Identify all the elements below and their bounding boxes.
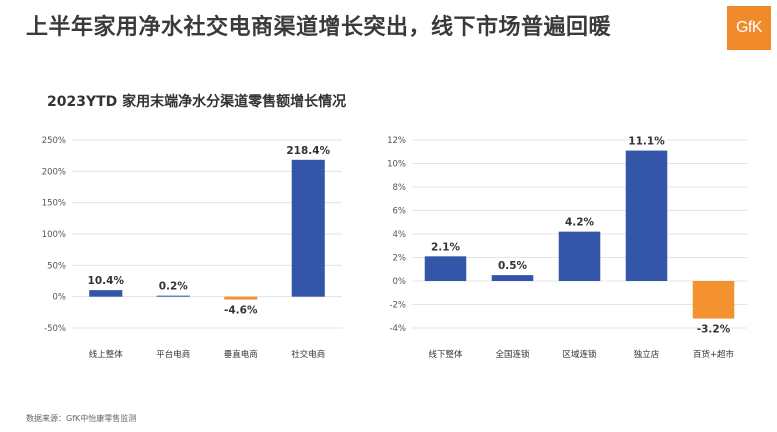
bar <box>224 296 258 300</box>
bar <box>558 231 601 281</box>
bar <box>692 281 735 319</box>
x-category-label: 社交电商 <box>291 349 325 360</box>
gfk-logo: GfK <box>727 6 771 50</box>
y-tick-label: 8% <box>393 183 407 193</box>
bar <box>156 295 190 297</box>
x-category-label: 平台电商 <box>156 349 190 360</box>
y-tick-label: -2% <box>389 301 406 311</box>
data-label: 4.2% <box>565 217 595 229</box>
y-tick-label: 0% <box>53 293 67 303</box>
data-label: 10.4% <box>88 275 125 287</box>
data-label: -4.6% <box>224 305 258 317</box>
data-label: 2.1% <box>431 241 461 253</box>
chart-subtitle: 2023YTD 家用末端净水分渠道零售额增长情况 <box>47 94 347 110</box>
y-tick-label: 250% <box>42 136 66 146</box>
x-category-label: 线下整体 <box>428 349 463 360</box>
x-category-label: 全国连锁 <box>495 349 530 360</box>
y-tick-label: -4% <box>389 324 406 334</box>
y-tick-label: 12% <box>387 136 406 146</box>
data-label: 11.1% <box>628 136 665 148</box>
data-label: 0.2% <box>159 281 189 293</box>
x-category-label: 独立店 <box>634 349 660 360</box>
data-source-note: 数据来源：GfK中怡康零售监测 <box>26 414 137 423</box>
data-label: 0.5% <box>498 260 528 272</box>
y-tick-label: 100% <box>42 230 66 240</box>
x-category-label: 线上整体 <box>89 349 124 360</box>
x-category-label: 垂直电商 <box>224 349 258 360</box>
data-label: -3.2% <box>697 324 731 336</box>
x-category-label: 区域连锁 <box>562 349 597 360</box>
x-category-label: 百货+超市 <box>693 349 735 360</box>
y-tick-label: 50% <box>47 261 66 271</box>
y-tick-label: -50% <box>44 324 66 334</box>
y-tick-label: 150% <box>42 199 66 209</box>
data-label: 218.4% <box>286 145 330 157</box>
y-tick-label: 0% <box>393 277 407 287</box>
bar <box>491 275 534 281</box>
page-title: 上半年家用净水社交电商渠道增长突出，线下市场普遍回暖 <box>26 15 612 40</box>
y-tick-label: 10% <box>387 160 406 170</box>
bar <box>424 256 467 281</box>
bar <box>625 150 668 281</box>
bar <box>291 159 325 297</box>
bar <box>89 290 123 297</box>
y-tick-label: 4% <box>393 230 407 240</box>
y-tick-label: 6% <box>393 207 407 217</box>
y-tick-label: 2% <box>393 254 407 264</box>
y-tick-label: 200% <box>42 167 66 177</box>
